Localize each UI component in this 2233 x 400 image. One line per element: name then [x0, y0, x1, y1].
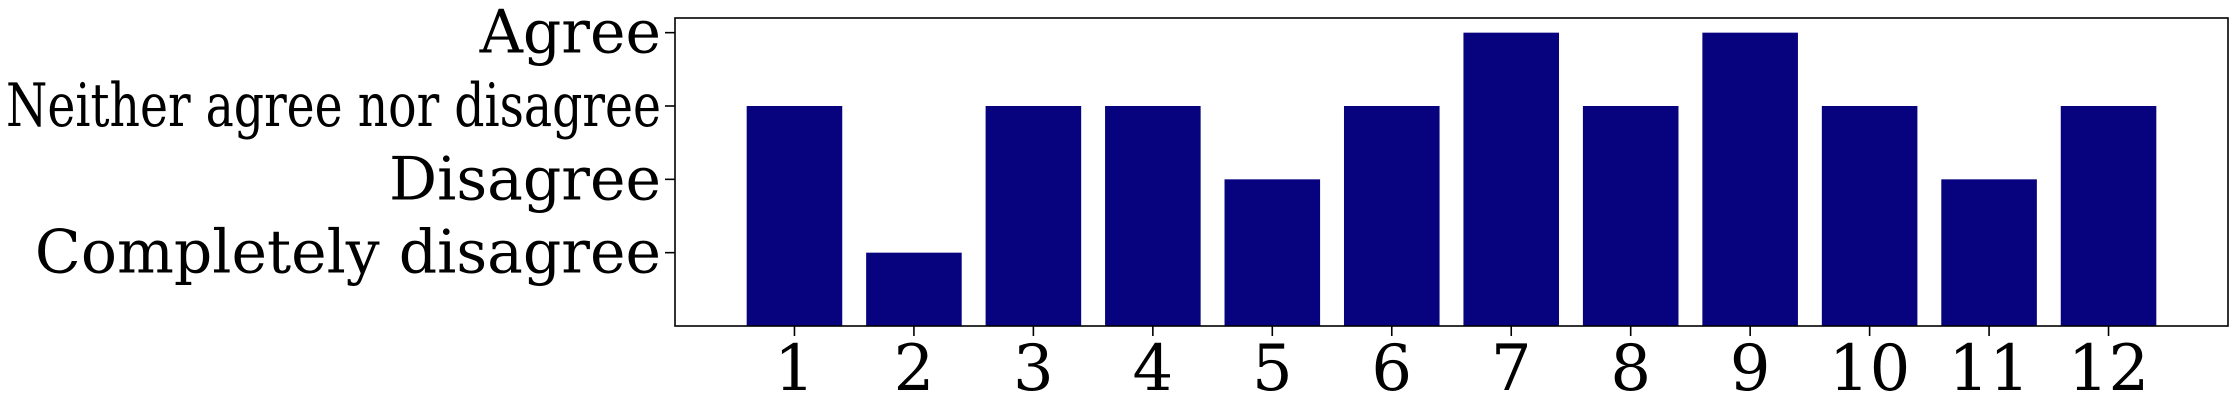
x-tick-label: 3: [1013, 332, 1054, 400]
bars: [746, 32, 2157, 327]
x-tick-label: 12: [2068, 332, 2149, 400]
x-tick-label: 1: [774, 332, 815, 400]
y-tick-label: Agree: [479, 0, 661, 68]
bar-4: [1105, 106, 1201, 326]
x-tick-label: 5: [1252, 332, 1293, 400]
axes-frame: [674, 17, 2229, 327]
y-tick-label: Disagree: [389, 144, 661, 214]
bar-11: [1941, 179, 2037, 326]
bar-2: [866, 252, 962, 326]
bar-10: [1821, 106, 1918, 326]
bar-1: [746, 106, 843, 326]
bar-5: [1224, 179, 1321, 326]
x-tick-label: 8: [1610, 332, 1651, 400]
x-tick-label: 6: [1371, 332, 1412, 400]
x-tick-label: 7: [1491, 332, 1532, 400]
bar-7: [1463, 32, 1560, 327]
y-tick-label: Neither agree nor disagree: [6, 71, 661, 141]
bar-6: [1343, 106, 1440, 326]
x-tick-label: 9: [1730, 332, 1771, 400]
x-tick-label: 4: [1132, 332, 1173, 400]
x-tick-label: 10: [1829, 332, 1910, 400]
bar-8: [1582, 106, 1679, 326]
x-tick-label: 11: [1948, 332, 2029, 400]
x-axis: 1 2 3 4 5 6 7 8 9 10 11 12: [774, 326, 2149, 400]
bar-9: [1702, 32, 1798, 327]
y-tick-label: Completely disagree: [35, 218, 661, 288]
x-tick-label: 2: [894, 332, 935, 400]
bar-3: [985, 106, 1082, 326]
bar-12: [2060, 106, 2157, 326]
